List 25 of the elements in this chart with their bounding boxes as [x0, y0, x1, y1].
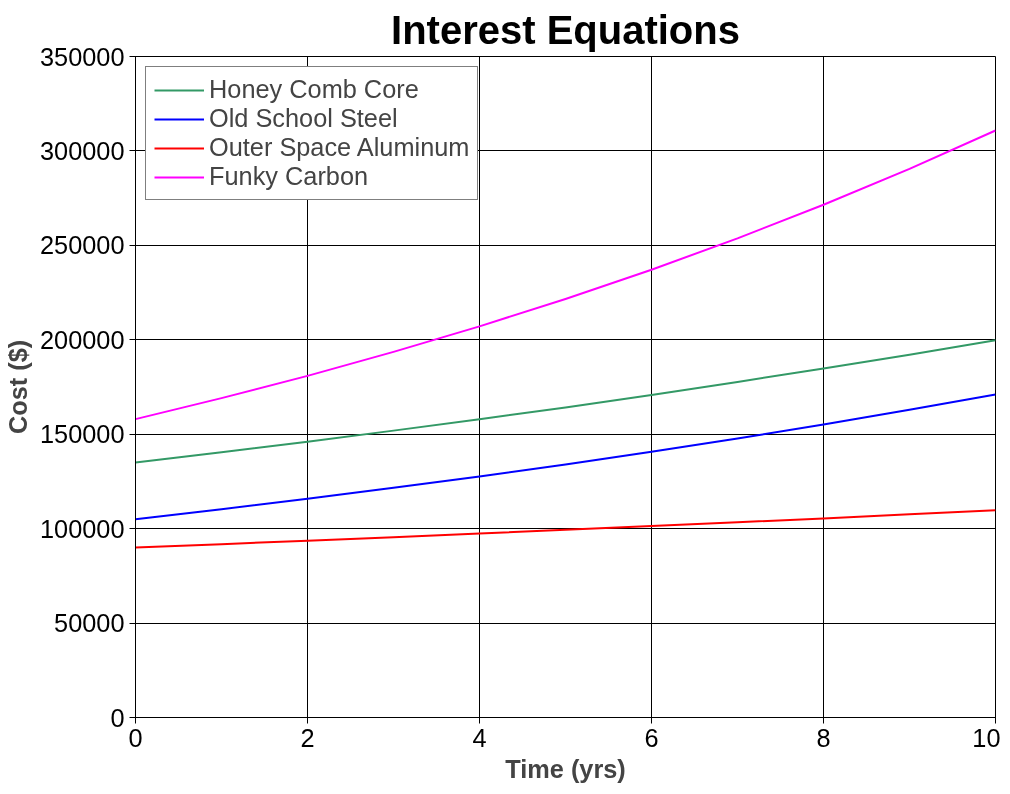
legend-label: Funky Carbon: [209, 162, 369, 191]
legend-label: Old School Steel: [209, 104, 398, 133]
line-series: [135, 393, 996, 521]
line-series: [135, 129, 996, 421]
y-axis-title: Cost ($): [3, 339, 32, 435]
x-tick-label: 2: [300, 723, 315, 752]
x-axis-title: Time (yrs): [505, 754, 626, 783]
y-tick-label: 100000: [39, 514, 125, 543]
y-tick-label: 50000: [54, 609, 125, 638]
x-tick-label: 4: [472, 723, 487, 752]
x-tick-label: 0: [128, 723, 143, 752]
chart-title: Interest Equations: [391, 7, 740, 52]
y-tick-label: 0: [110, 703, 125, 732]
legend-label: Honey Comb Core: [209, 75, 419, 104]
y-tick-label: 250000: [39, 231, 125, 260]
y-tick-label: 200000: [39, 325, 125, 354]
x-tick-label: 10: [972, 723, 1001, 752]
y-tick-label: 150000: [39, 420, 125, 449]
y-tick-label: 350000: [39, 42, 125, 71]
line-series: [135, 339, 996, 464]
x-tick-label: 6: [644, 723, 659, 752]
line-series: [135, 509, 996, 549]
x-tick-label: 8: [816, 723, 831, 752]
legend-label: Outer Space Aluminum: [209, 133, 470, 162]
y-tick-label: 300000: [39, 136, 125, 165]
